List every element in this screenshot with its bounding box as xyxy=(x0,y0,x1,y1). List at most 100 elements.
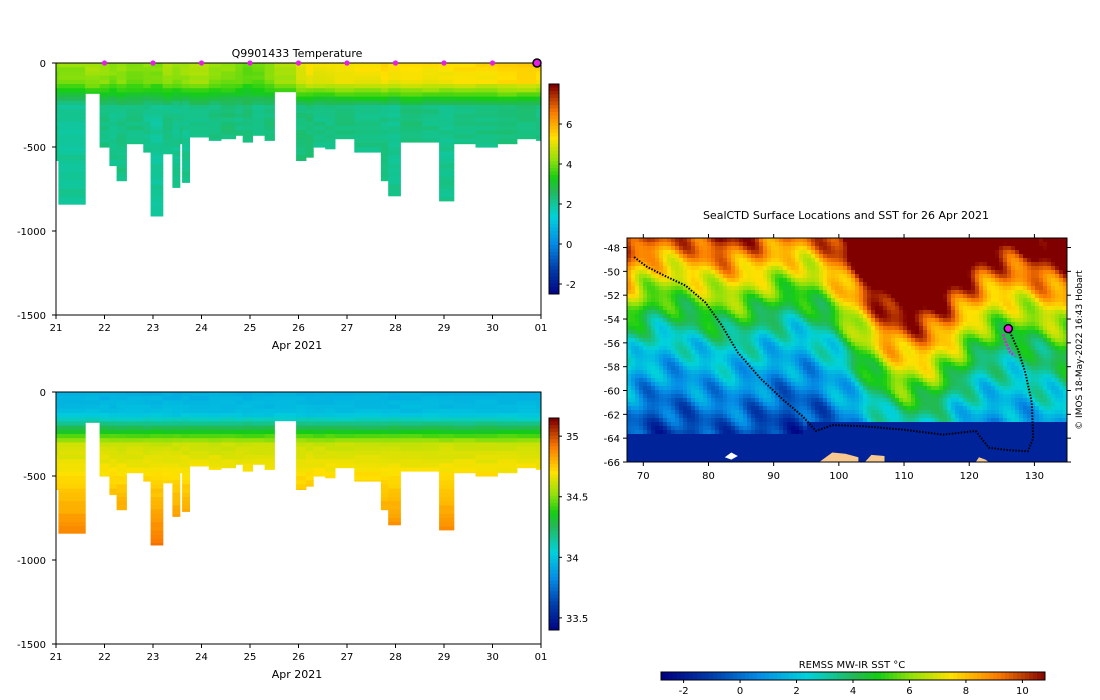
sst-cell xyxy=(915,342,920,347)
sst-cell xyxy=(807,274,812,279)
section-cell xyxy=(116,117,127,123)
sst-cell xyxy=(1023,306,1028,311)
section-cell xyxy=(179,88,183,93)
section-cell xyxy=(150,180,164,186)
sst-cell xyxy=(659,258,664,263)
section-cell xyxy=(162,392,173,397)
sst-cell xyxy=(895,330,900,335)
sst-cell xyxy=(815,318,820,323)
sst-cell xyxy=(687,290,692,295)
sst-cell xyxy=(979,326,984,331)
sst-cell xyxy=(943,282,948,287)
sst-cell xyxy=(979,346,984,351)
section-cell xyxy=(264,404,275,410)
section-cell xyxy=(179,400,183,406)
sst-cell xyxy=(727,306,732,311)
sst-cell xyxy=(811,354,816,359)
sst-cell xyxy=(823,242,828,247)
sst-cell xyxy=(659,294,664,299)
sst-cell xyxy=(851,326,856,331)
sst-cell xyxy=(851,266,856,271)
section-cell xyxy=(220,84,237,89)
sst-cell xyxy=(931,266,936,271)
sst-cell xyxy=(867,338,872,343)
section-cell xyxy=(109,413,118,418)
section-cell xyxy=(313,434,326,439)
section-cell xyxy=(182,497,190,502)
section-cell xyxy=(143,67,152,72)
section-cell xyxy=(162,88,173,93)
section-cell xyxy=(235,396,244,401)
sst-cell xyxy=(959,306,964,311)
section-cell xyxy=(453,92,477,98)
sst-cell xyxy=(967,338,972,343)
sst-cell xyxy=(691,246,696,251)
sst-cell xyxy=(771,266,776,271)
sst-cell xyxy=(1011,346,1016,351)
sst-cell xyxy=(859,246,864,251)
section-cell xyxy=(388,176,401,182)
sst-cell xyxy=(847,282,852,287)
sst-cell xyxy=(887,338,892,343)
sst-cell xyxy=(727,242,732,247)
section-cell xyxy=(109,442,118,448)
sst-cell xyxy=(899,354,904,359)
sst-cell xyxy=(1063,286,1067,291)
sst-cell xyxy=(895,326,900,331)
sst-cell xyxy=(691,298,696,303)
section-cell xyxy=(536,442,541,448)
section-cell xyxy=(126,408,144,414)
sst-cell xyxy=(1031,294,1036,299)
sst-cell xyxy=(883,298,888,303)
sst-cell xyxy=(699,314,704,319)
section-cell xyxy=(56,396,59,401)
sst-cell xyxy=(799,242,804,247)
section-cell xyxy=(179,425,183,431)
section-cell xyxy=(116,159,127,165)
section-cell xyxy=(252,100,266,106)
sst-cell xyxy=(895,262,900,267)
sst-cell xyxy=(995,274,1000,279)
sst-cell xyxy=(1015,294,1020,299)
sst-cell xyxy=(667,306,672,311)
section-cell xyxy=(325,421,336,427)
sst-cell xyxy=(695,314,700,319)
sst-cell xyxy=(979,278,984,283)
section-cell xyxy=(116,84,127,89)
sst-cell xyxy=(839,346,844,351)
sst-cell xyxy=(635,338,640,343)
sst-cell xyxy=(831,270,836,275)
sst-cell xyxy=(923,242,928,247)
sst-cell xyxy=(995,290,1000,295)
sst-cell xyxy=(987,274,992,279)
sst-cell xyxy=(783,254,788,259)
section-cell xyxy=(296,404,307,410)
sst-cell xyxy=(727,266,732,271)
profile-marker xyxy=(344,60,350,66)
sst-cell xyxy=(783,318,788,323)
sst-cell xyxy=(1027,270,1032,275)
section-cell xyxy=(58,126,86,131)
sst-cell xyxy=(863,262,868,267)
sst-cell xyxy=(855,322,860,327)
sst-cell xyxy=(851,278,856,283)
sst-cell xyxy=(911,258,916,263)
sst-cell xyxy=(847,270,852,275)
sst-cell xyxy=(643,322,648,327)
sst-cell xyxy=(1055,306,1060,311)
section-cell xyxy=(143,392,152,397)
section-cell xyxy=(334,442,355,448)
sst-cell xyxy=(923,298,928,303)
section-cell xyxy=(150,172,164,177)
sst-cell xyxy=(659,318,664,323)
sst-cell xyxy=(823,270,828,275)
sst-cell xyxy=(671,338,676,343)
section-cell xyxy=(182,396,190,401)
sst-cell xyxy=(823,298,828,303)
sst-cell xyxy=(887,326,892,331)
section-cell xyxy=(85,413,101,418)
section-cell xyxy=(172,497,181,502)
sst-cell xyxy=(747,282,752,287)
sst-cell xyxy=(835,246,840,251)
sst-cell xyxy=(891,326,896,331)
